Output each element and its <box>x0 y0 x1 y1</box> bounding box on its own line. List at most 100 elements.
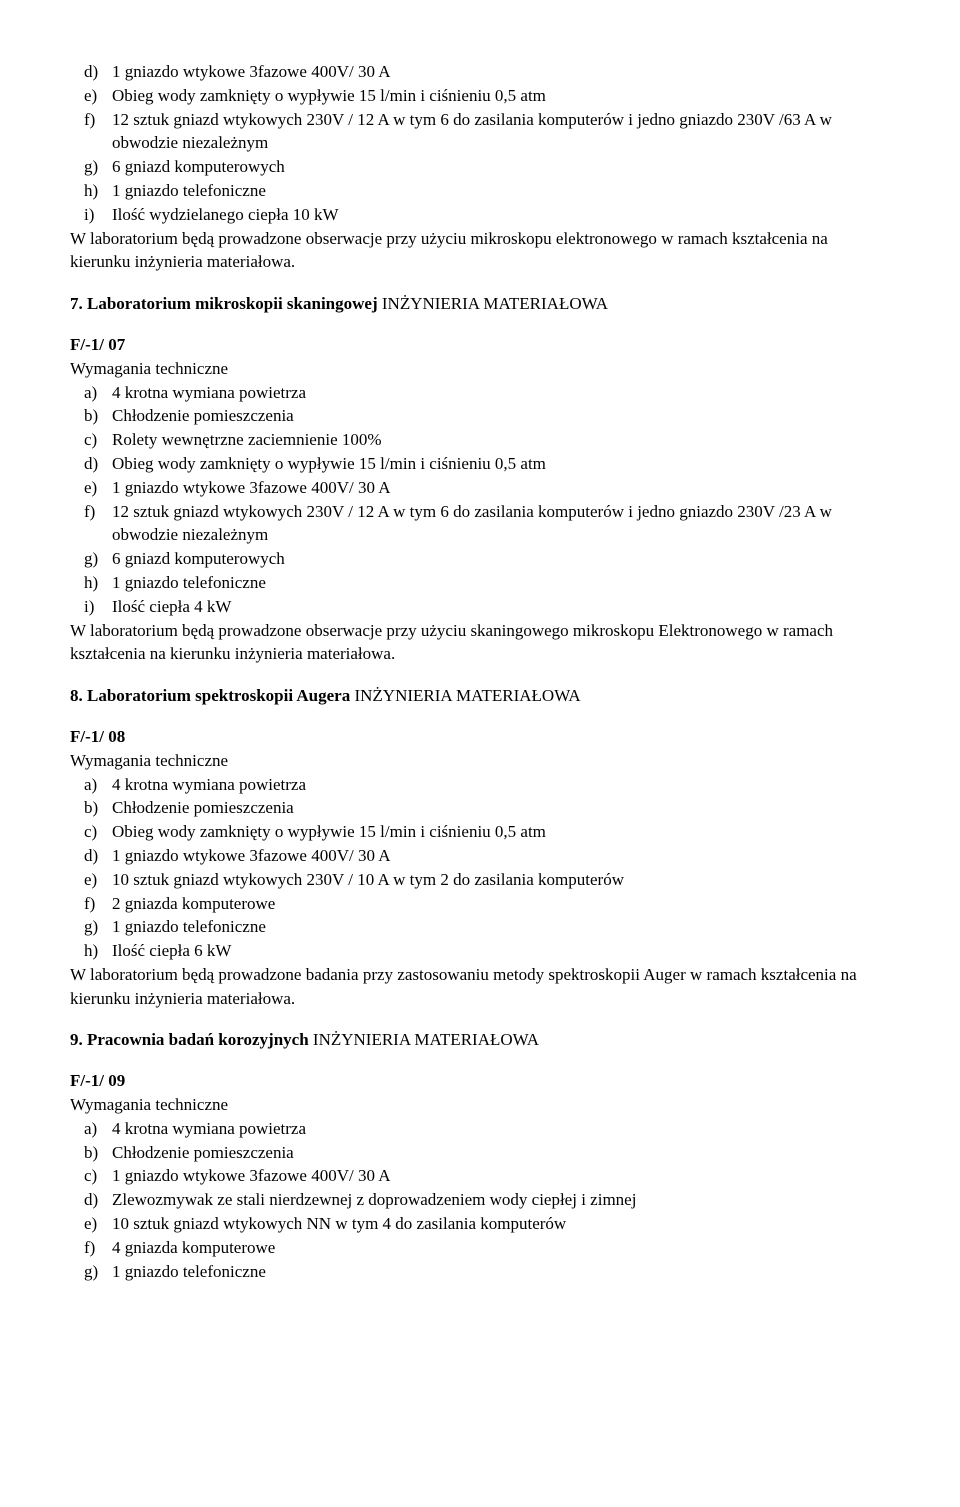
prelist-after: W laboratorium będą prowadzone obserwacj… <box>70 227 890 275</box>
list-item: h)1 gniazdo telefoniczne <box>70 571 890 595</box>
list-text: 6 gniazd komputerowych <box>112 155 890 179</box>
list-marker: g) <box>70 155 112 179</box>
list-marker: d) <box>70 844 112 868</box>
list-text: 4 krotna wymiana powietrza <box>112 381 890 405</box>
list-marker: f) <box>70 892 112 916</box>
list-item: g)1 gniazdo telefoniczne <box>70 1260 890 1284</box>
list-text: 1 gniazdo telefoniczne <box>112 1260 890 1284</box>
section-code: F/-1/ 07 <box>70 333 890 357</box>
list-marker: f) <box>70 1236 112 1260</box>
list-text: 4 krotna wymiana powietrza <box>112 773 890 797</box>
list-marker: a) <box>70 381 112 405</box>
list-marker: f) <box>70 108 112 156</box>
list-marker: a) <box>70 773 112 797</box>
list-item: g)6 gniazd komputerowych <box>70 155 890 179</box>
list-item: h)Ilość ciepła 6 kW <box>70 939 890 963</box>
list-text: Obieg wody zamknięty o wypływie 15 l/min… <box>112 84 890 108</box>
list-item: d)1 gniazdo wtykowe 3fazowe 400V/ 30 A <box>70 60 890 84</box>
list-text: Chłodzenie pomieszczenia <box>112 1141 890 1165</box>
list-item: g)6 gniazd komputerowych <box>70 547 890 571</box>
list-text: 4 gniazda komputerowe <box>112 1236 890 1260</box>
list-text: Obieg wody zamknięty o wypływie 15 l/min… <box>112 820 890 844</box>
list-item: i)Ilość ciepła 4 kW <box>70 595 890 619</box>
list-item: h)1 gniazdo telefoniczne <box>70 179 890 203</box>
list-text: Rolety wewnętrzne zaciemnienie 100% <box>112 428 890 452</box>
list-text: 10 sztuk gniazd wtykowych NN w tym 4 do … <box>112 1212 890 1236</box>
list-item: f)12 sztuk gniazd wtykowych 230V / 12 A … <box>70 500 890 548</box>
list-text: 10 sztuk gniazd wtykowych 230V / 10 A w … <box>112 868 890 892</box>
list-item: f)4 gniazda komputerowe <box>70 1236 890 1260</box>
section-after: W laboratorium będą prowadzone badania p… <box>70 963 890 1011</box>
list-text: 12 sztuk gniazd wtykowych 230V / 12 A w … <box>112 108 890 156</box>
list-text: 1 gniazdo wtykowe 3fazowe 400V/ 30 A <box>112 844 890 868</box>
list-marker: a) <box>70 1117 112 1141</box>
section-heading-rest: INŻYNIERIA MATERIAŁOWA <box>350 686 580 705</box>
list-text: Ilość wydzielanego ciepła 10 kW <box>112 203 890 227</box>
list-marker: g) <box>70 547 112 571</box>
list-text: Obieg wody zamknięty o wypływie 15 l/min… <box>112 452 890 476</box>
list-marker: h) <box>70 939 112 963</box>
section-heading-bold: 7. Laboratorium mikroskopii skaningowej <box>70 294 378 313</box>
list-marker: b) <box>70 1141 112 1165</box>
prelist-block: d)1 gniazdo wtykowe 3fazowe 400V/ 30 Ae)… <box>70 60 890 227</box>
section-reqline: Wymagania techniczne <box>70 357 890 381</box>
section-heading: 9. Pracownia badań korozyjnych INŻYNIERI… <box>70 1028 890 1052</box>
list-marker: e) <box>70 1212 112 1236</box>
sections-container: 7. Laboratorium mikroskopii skaningowej … <box>70 292 890 1283</box>
list-item: d)Obieg wody zamknięty o wypływie 15 l/m… <box>70 452 890 476</box>
list-item: e)Obieg wody zamknięty o wypływie 15 l/m… <box>70 84 890 108</box>
section-heading-bold: 8. Laboratorium spektroskopii Augera <box>70 686 350 705</box>
list-text: 1 gniazdo telefoniczne <box>112 571 890 595</box>
list-item: c)Obieg wody zamknięty o wypływie 15 l/m… <box>70 820 890 844</box>
list-text: 1 gniazdo wtykowe 3fazowe 400V/ 30 A <box>112 60 890 84</box>
list-item: i)Ilość wydzielanego ciepła 10 kW <box>70 203 890 227</box>
list-item: d)Zlewozmywak ze stali nierdzewnej z dop… <box>70 1188 890 1212</box>
list-text: 6 gniazd komputerowych <box>112 547 890 571</box>
list-marker: b) <box>70 404 112 428</box>
list-text: 4 krotna wymiana powietrza <box>112 1117 890 1141</box>
list-text: Zlewozmywak ze stali nierdzewnej z dopro… <box>112 1188 890 1212</box>
section-heading-bold: 9. Pracownia badań korozyjnych <box>70 1030 309 1049</box>
list-marker: g) <box>70 1260 112 1284</box>
list-marker: d) <box>70 452 112 476</box>
list-item: e)10 sztuk gniazd wtykowych NN w tym 4 d… <box>70 1212 890 1236</box>
section-after: W laboratorium będą prowadzone obserwacj… <box>70 619 890 667</box>
list-text: Chłodzenie pomieszczenia <box>112 796 890 820</box>
list-item: b)Chłodzenie pomieszczenia <box>70 404 890 428</box>
list-marker: g) <box>70 915 112 939</box>
list-item: a)4 krotna wymiana powietrza <box>70 1117 890 1141</box>
section-code: F/-1/ 08 <box>70 725 890 749</box>
section-heading-rest: INŻYNIERIA MATERIAŁOWA <box>309 1030 539 1049</box>
list-item: f)12 sztuk gniazd wtykowych 230V / 12 A … <box>70 108 890 156</box>
list-marker: d) <box>70 60 112 84</box>
list-item: b)Chłodzenie pomieszczenia <box>70 796 890 820</box>
list-marker: h) <box>70 179 112 203</box>
list-item: e)10 sztuk gniazd wtykowych 230V / 10 A … <box>70 868 890 892</box>
list-marker: e) <box>70 476 112 500</box>
list-text: 12 sztuk gniazd wtykowych 230V / 12 A w … <box>112 500 890 548</box>
list-marker: c) <box>70 1164 112 1188</box>
section-heading-rest: INŻYNIERIA MATERIAŁOWA <box>378 294 608 313</box>
list-text: Ilość ciepła 6 kW <box>112 939 890 963</box>
list-marker: c) <box>70 820 112 844</box>
section-list: a)4 krotna wymiana powietrzab)Chłodzenie… <box>70 1117 890 1284</box>
list-item: e)1 gniazdo wtykowe 3fazowe 400V/ 30 A <box>70 476 890 500</box>
list-text: Chłodzenie pomieszczenia <box>112 404 890 428</box>
list-marker: h) <box>70 571 112 595</box>
list-marker: b) <box>70 796 112 820</box>
section-reqline: Wymagania techniczne <box>70 1093 890 1117</box>
section-code: F/-1/ 09 <box>70 1069 890 1093</box>
list-item: a)4 krotna wymiana powietrza <box>70 381 890 405</box>
section-list: a)4 krotna wymiana powietrzab)Chłodzenie… <box>70 773 890 963</box>
list-text: 1 gniazdo wtykowe 3fazowe 400V/ 30 A <box>112 476 890 500</box>
list-marker: f) <box>70 500 112 548</box>
list-marker: i) <box>70 203 112 227</box>
list-text: 1 gniazdo telefoniczne <box>112 179 890 203</box>
list-item: d)1 gniazdo wtykowe 3fazowe 400V/ 30 A <box>70 844 890 868</box>
list-text: Ilość ciepła 4 kW <box>112 595 890 619</box>
section-list: a)4 krotna wymiana powietrzab)Chłodzenie… <box>70 381 890 619</box>
list-text: 1 gniazdo wtykowe 3fazowe 400V/ 30 A <box>112 1164 890 1188</box>
list-item: a)4 krotna wymiana powietrza <box>70 773 890 797</box>
list-text: 1 gniazdo telefoniczne <box>112 915 890 939</box>
list-text: 2 gniazda komputerowe <box>112 892 890 916</box>
